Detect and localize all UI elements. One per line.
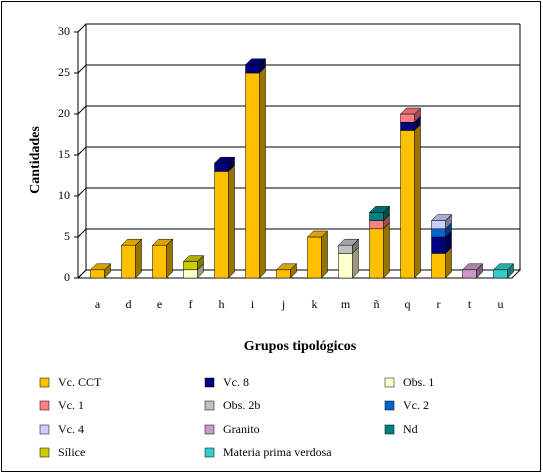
bar xyxy=(462,269,477,279)
bar xyxy=(183,269,198,279)
legend-swatch xyxy=(39,424,50,435)
bar-top xyxy=(337,238,360,246)
y-tick-label: 25 xyxy=(58,65,70,79)
grid-line xyxy=(77,187,520,197)
legend-swatch xyxy=(39,377,50,388)
legend-swatch xyxy=(204,400,215,411)
x-tick-label: f xyxy=(189,297,193,311)
bar xyxy=(369,220,384,230)
legend-swatch xyxy=(204,447,215,458)
bar-side xyxy=(259,66,266,279)
bar-side xyxy=(414,123,421,279)
legend-swatch xyxy=(39,447,50,458)
legend-label: Granito xyxy=(223,422,260,436)
bar-top xyxy=(89,263,112,271)
bar-top xyxy=(492,263,515,271)
legend-swatch xyxy=(384,400,395,411)
bar xyxy=(431,236,446,254)
x-tick-label: e xyxy=(157,297,162,311)
y-axis-title: Cantidades xyxy=(28,126,43,194)
bar xyxy=(338,244,353,254)
bar-top xyxy=(306,230,329,238)
bar xyxy=(276,269,291,279)
bar-top xyxy=(120,238,143,246)
bar-side xyxy=(228,164,235,279)
legend-swatch xyxy=(204,377,215,388)
bar xyxy=(90,269,105,279)
bar-top xyxy=(461,263,484,271)
grid-line xyxy=(77,146,520,156)
bar xyxy=(431,220,446,230)
x-tick-label: a xyxy=(95,297,101,311)
legend-swatch xyxy=(384,377,395,388)
x-tick-label: j xyxy=(281,297,285,311)
bar xyxy=(152,244,167,279)
legend-swatch xyxy=(39,400,50,411)
bar-top xyxy=(213,156,236,164)
bar xyxy=(369,228,384,279)
bar xyxy=(183,261,198,271)
bar xyxy=(493,269,508,279)
bar-side xyxy=(383,222,390,279)
legend-label: Nd xyxy=(403,422,418,436)
legend-label: Vc. 8 xyxy=(223,375,249,389)
y-tick-label: 0 xyxy=(64,270,70,284)
legend-swatch xyxy=(204,424,215,435)
bar xyxy=(214,171,229,279)
legend-label: Sílice xyxy=(58,445,85,459)
legend-label: Vc. 4 xyxy=(58,422,84,436)
x-tick-label: r xyxy=(437,297,441,311)
bar xyxy=(245,64,260,74)
x-tick-label: d xyxy=(126,297,132,311)
bar xyxy=(369,212,384,221)
x-tick-label: k xyxy=(312,297,318,311)
bar-top xyxy=(182,255,205,262)
bar-top xyxy=(430,214,453,221)
y-tick-label: 30 xyxy=(58,24,70,38)
bar xyxy=(400,113,415,123)
bar-side xyxy=(135,238,142,279)
bar xyxy=(307,236,322,279)
bar-top xyxy=(275,263,298,271)
bar xyxy=(338,253,353,279)
bar xyxy=(400,130,415,279)
grid-line xyxy=(77,105,520,115)
x-tick-label: ñ xyxy=(374,297,380,311)
legend-label: Materia prima verdosa xyxy=(223,445,332,459)
grid-line xyxy=(77,23,520,33)
bar xyxy=(214,162,229,172)
x-axis-title: Grupos tipológicos xyxy=(244,339,357,354)
legend-label: Vc. 1 xyxy=(58,398,84,412)
y-tick-label: 5 xyxy=(64,229,70,243)
bar-top xyxy=(368,206,391,213)
legend-label: Obs. 2b xyxy=(223,398,260,412)
bar-top xyxy=(244,58,267,66)
x-tick-label: m xyxy=(341,297,351,311)
bar xyxy=(245,72,260,279)
grid-line xyxy=(77,64,520,74)
y-tick-label: 20 xyxy=(58,106,70,120)
legend-label: Vc. 2 xyxy=(403,398,429,412)
legend-swatch xyxy=(384,424,395,435)
x-tick-label: i xyxy=(251,297,255,311)
y-tick-label: 15 xyxy=(58,147,70,161)
x-tick-label: u xyxy=(498,297,504,311)
bar-side xyxy=(321,230,328,279)
legend-label: Vc. CCT xyxy=(58,375,102,389)
bar-top xyxy=(399,107,422,115)
bar xyxy=(431,253,446,279)
x-tick-label: t xyxy=(468,297,472,311)
floor xyxy=(76,269,522,279)
bar-top xyxy=(151,238,174,246)
x-tick-label: q xyxy=(405,297,411,311)
bar xyxy=(400,121,415,131)
x-tick-label: h xyxy=(219,297,225,311)
y-tick-label: 10 xyxy=(58,188,70,202)
bar xyxy=(121,244,136,279)
bar-side xyxy=(166,238,173,279)
bar xyxy=(431,228,446,238)
legend-label: Obs. 1 xyxy=(403,375,434,389)
